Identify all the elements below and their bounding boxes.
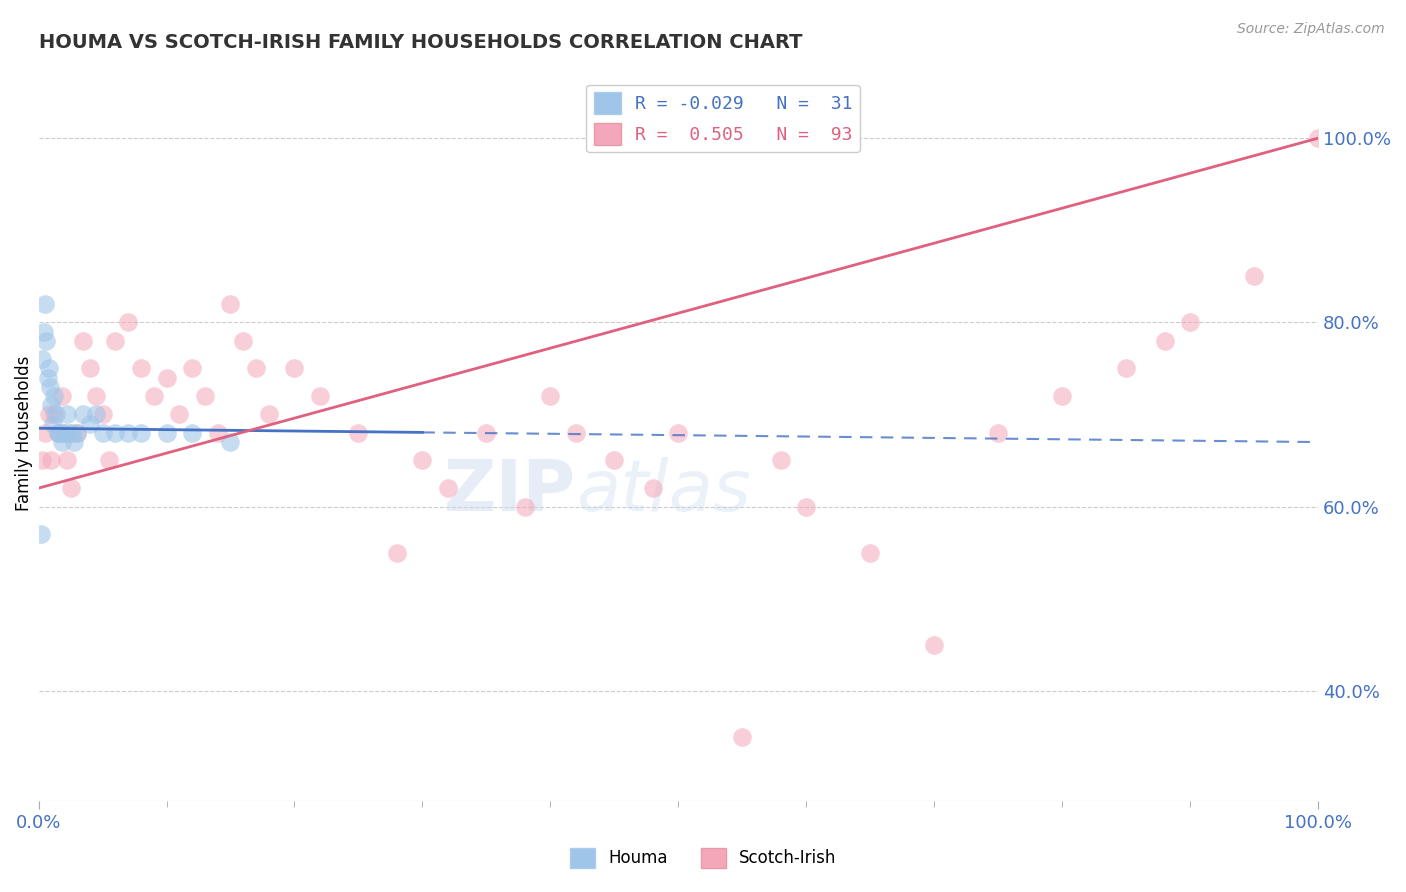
Point	[309, 389, 332, 403]
Point	[347, 425, 370, 440]
Point	[219, 297, 242, 311]
Point	[169, 408, 191, 422]
Point	[129, 361, 152, 376]
Point	[30, 527, 52, 541]
Point	[475, 425, 498, 440]
Point	[91, 408, 114, 422]
Point	[641, 481, 664, 495]
Point	[1050, 389, 1073, 403]
Point	[41, 417, 63, 431]
Point	[41, 398, 63, 412]
Point	[38, 361, 60, 376]
Point	[513, 500, 536, 514]
Point	[117, 315, 139, 329]
Point	[79, 361, 101, 376]
Point	[385, 545, 408, 559]
Point	[51, 389, 73, 403]
Point	[53, 425, 76, 440]
Point	[194, 389, 217, 403]
Point	[60, 425, 83, 440]
Point	[987, 425, 1010, 440]
Point	[35, 334, 58, 348]
Point	[731, 730, 754, 744]
Text: Source: ZipAtlas.com: Source: ZipAtlas.com	[1237, 22, 1385, 37]
Point	[794, 500, 817, 514]
Point	[207, 425, 229, 440]
Point	[437, 481, 460, 495]
Point	[1115, 361, 1137, 376]
Point	[129, 425, 152, 440]
Point	[45, 408, 67, 422]
Point	[603, 453, 626, 467]
Point	[538, 389, 561, 403]
Point	[84, 408, 107, 422]
Point	[411, 453, 433, 467]
Point	[66, 425, 89, 440]
Point	[142, 389, 165, 403]
Y-axis label: Family Households: Family Households	[15, 355, 32, 510]
Text: atlas: atlas	[576, 458, 751, 526]
Point	[31, 453, 53, 467]
Point	[117, 425, 139, 440]
Point	[104, 425, 127, 440]
Point	[32, 325, 55, 339]
Point	[31, 352, 53, 367]
Point	[58, 425, 80, 440]
Point	[666, 425, 689, 440]
Point	[38, 408, 60, 422]
Point	[859, 545, 882, 559]
Point	[51, 435, 73, 450]
Point	[922, 638, 945, 652]
Point	[769, 453, 792, 467]
Text: ZIP: ZIP	[444, 458, 576, 526]
Point	[91, 425, 114, 440]
Point	[155, 425, 177, 440]
Point	[1308, 131, 1330, 145]
Point	[48, 425, 70, 440]
Point	[232, 334, 254, 348]
Text: HOUMA VS SCOTCH-IRISH FAMILY HOUSEHOLDS CORRELATION CHART: HOUMA VS SCOTCH-IRISH FAMILY HOUSEHOLDS …	[38, 33, 801, 52]
Point	[53, 425, 76, 440]
Point	[42, 389, 65, 403]
Point	[72, 408, 94, 422]
Point	[34, 425, 56, 440]
Point	[565, 425, 588, 440]
Point	[63, 435, 86, 450]
Point	[42, 408, 65, 422]
Point	[59, 481, 82, 495]
Point	[1243, 269, 1265, 284]
Legend: R = -0.029   N =  31, R =  0.505   N =  93: R = -0.029 N = 31, R = 0.505 N = 93	[586, 85, 860, 153]
Point	[1180, 315, 1202, 329]
Point	[34, 297, 56, 311]
Point	[181, 425, 204, 440]
Point	[79, 417, 101, 431]
Point	[39, 380, 62, 394]
Point	[84, 389, 107, 403]
Legend: Houma, Scotch-Irish: Houma, Scotch-Irish	[562, 841, 844, 875]
Point	[72, 334, 94, 348]
Point	[1153, 334, 1175, 348]
Point	[257, 408, 280, 422]
Point	[104, 334, 127, 348]
Point	[245, 361, 267, 376]
Point	[66, 425, 89, 440]
Point	[97, 453, 120, 467]
Point	[155, 370, 177, 384]
Point	[181, 361, 204, 376]
Point	[283, 361, 305, 376]
Point	[55, 453, 77, 467]
Point	[219, 435, 242, 450]
Point	[55, 408, 77, 422]
Point	[37, 370, 59, 384]
Point	[46, 425, 69, 440]
Point	[46, 425, 69, 440]
Point	[41, 453, 63, 467]
